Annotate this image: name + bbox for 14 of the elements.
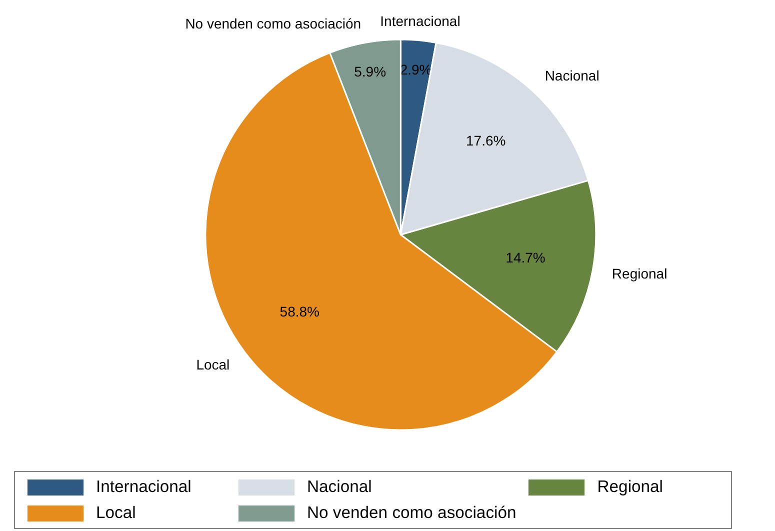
legend-label: No venden como asociación	[307, 503, 516, 523]
data-label: 17.6%	[466, 132, 506, 149]
slice-label: Nacional	[544, 68, 600, 84]
slice-label: Local	[196, 356, 230, 373]
slice-label: No venden como asociación	[185, 16, 362, 32]
slice-label: Internacional	[380, 12, 460, 29]
legend-label: Internacional	[96, 477, 192, 497]
data-label: 58.8%	[280, 303, 320, 320]
legend-label: Local	[96, 503, 137, 523]
legend-label: Nacional	[307, 477, 373, 497]
legend-label: Regional	[597, 477, 664, 497]
slice-label: Regional	[612, 265, 668, 282]
data-label: 5.9%	[354, 64, 386, 80]
data-label: 14.7%	[506, 250, 546, 266]
